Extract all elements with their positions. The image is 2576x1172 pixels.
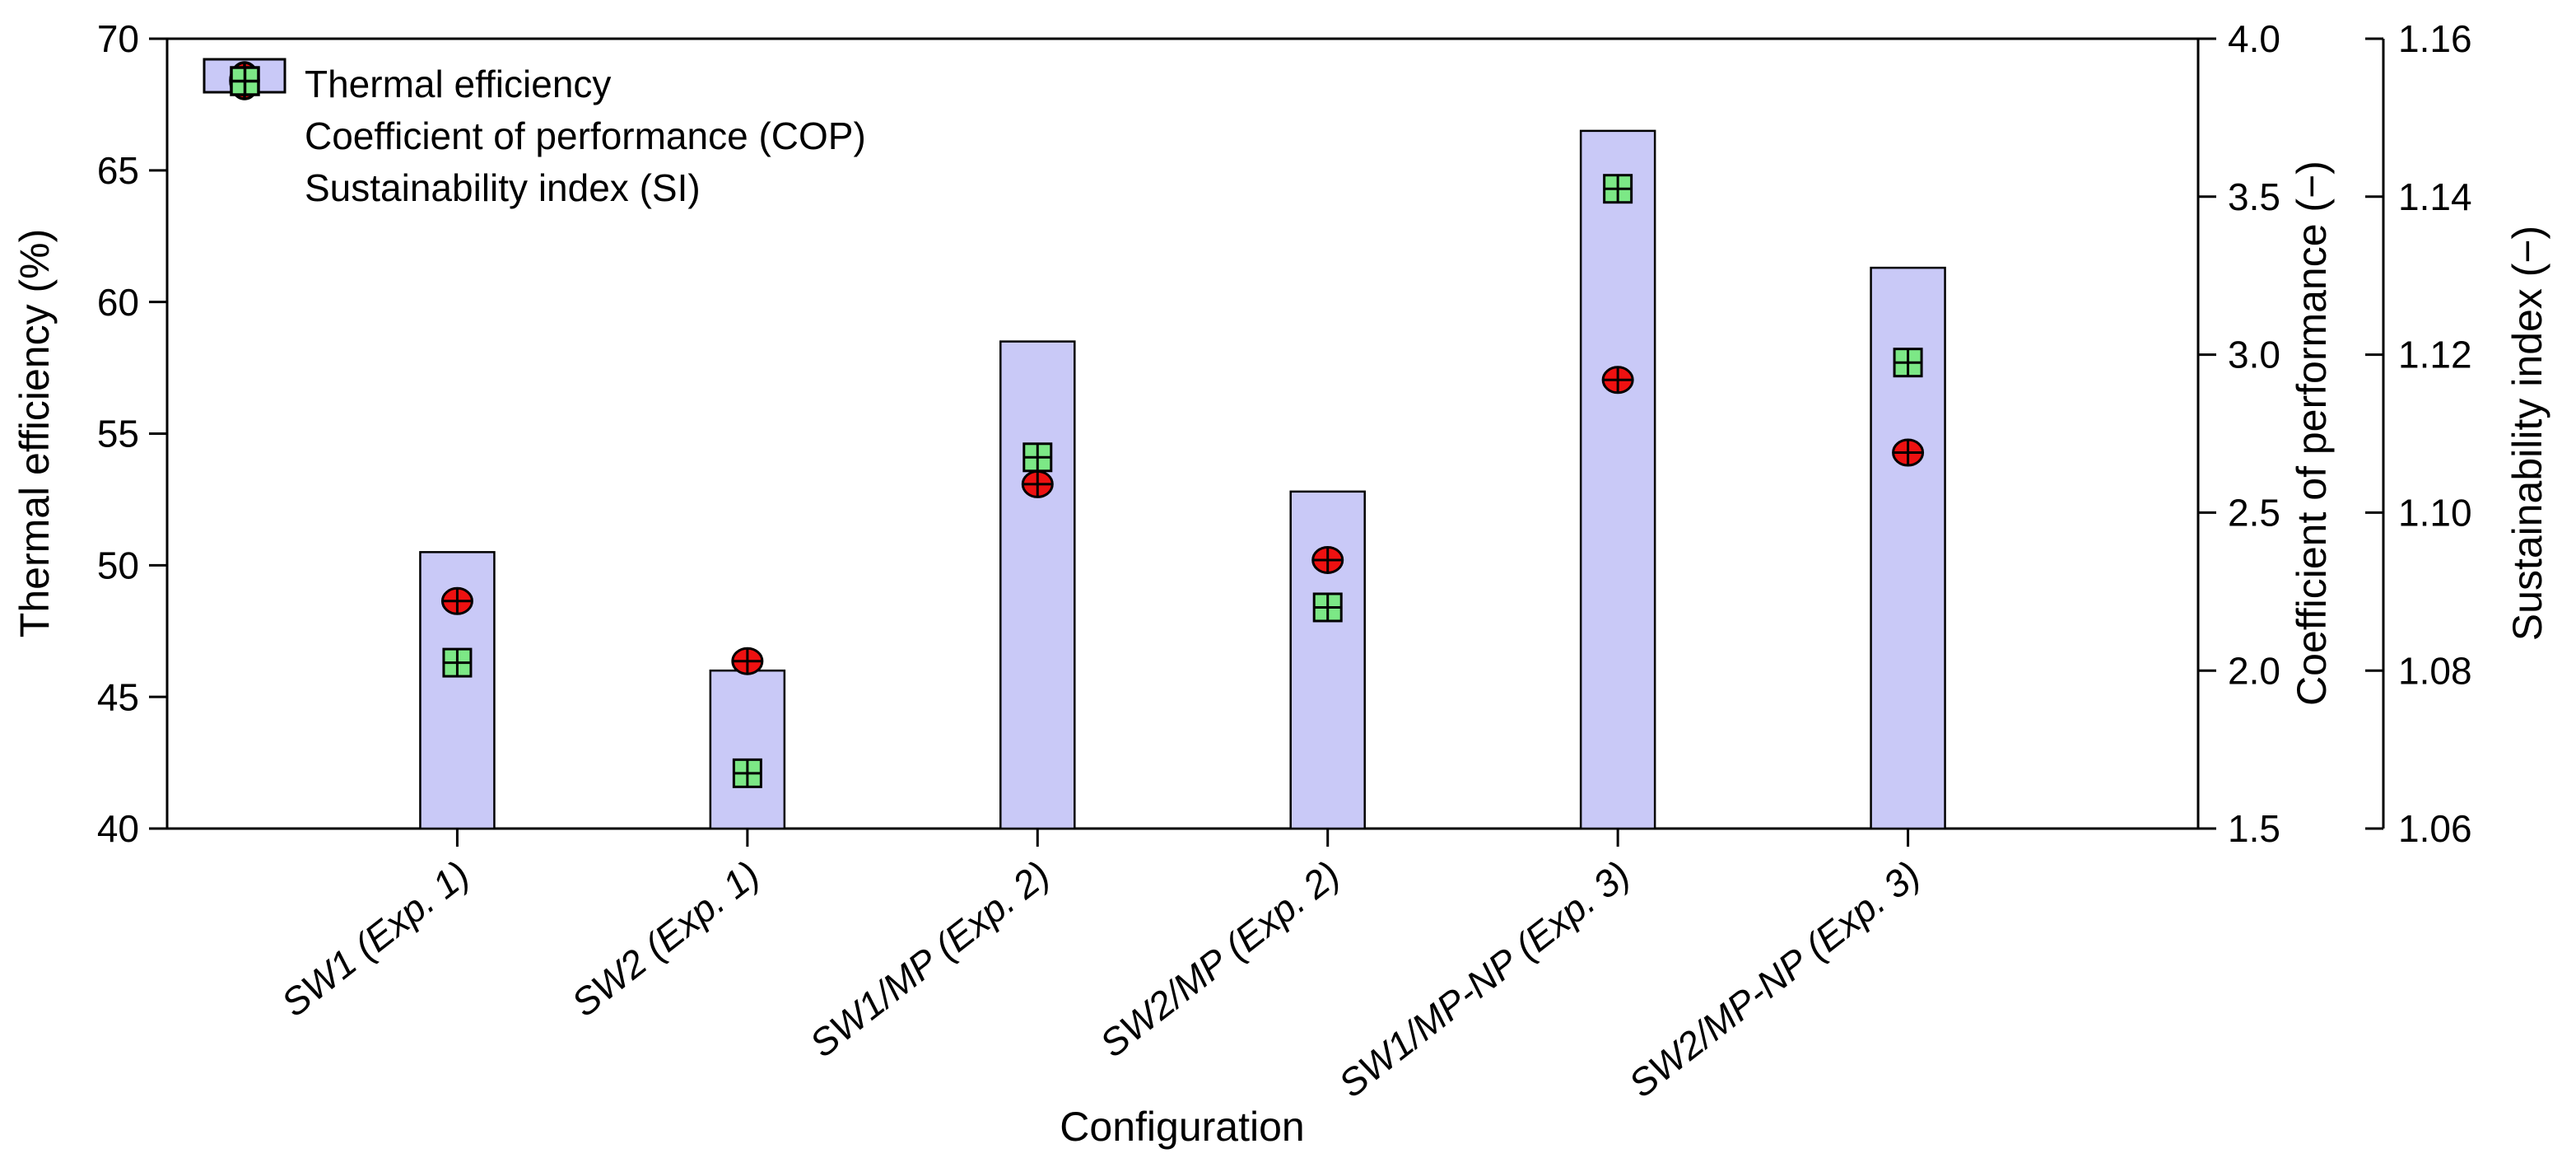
legend-label: Sustainability index (SI): [305, 166, 701, 209]
x-axis-category-label: SW2/MP (Exp. 2): [1092, 852, 1348, 1066]
left-axis-tick-label: 70: [97, 17, 139, 60]
si-axis-tick-label: 1.12: [2398, 334, 2472, 376]
x-axis-category-label: SW1 (Exp. 1): [273, 852, 477, 1025]
left-axis-tick-label: 55: [97, 413, 139, 455]
left-axis-tick-label: 45: [97, 675, 139, 718]
legend-item-thermal-efficiency: Thermal efficiency: [203, 58, 866, 110]
x-axis-category-label: SW2 (Exp. 1): [563, 852, 767, 1025]
legend: Thermal efficiency Coefficient of perfor…: [203, 58, 866, 213]
cop-axis-tick-label: 3.0: [2228, 334, 2280, 376]
thermal-efficiency-bar: [1289, 490, 1366, 830]
cop-axis-tick-label: 2.5: [2228, 492, 2280, 535]
x-axis-category-label: SW1/MP-NP (Exp. 3): [1330, 852, 1637, 1105]
legend-label: Coefficient of performance (COP): [305, 114, 866, 157]
si-axis-tick-label: 1.10: [2398, 492, 2472, 535]
si-axis-tick-label: 1.14: [2398, 175, 2472, 218]
y-axis-title-si: Sustainability index (−): [2504, 225, 2550, 642]
left-axis-tick-label: 60: [97, 281, 139, 324]
cop-axis-tick-label: 3.5: [2228, 175, 2280, 218]
y-axis-title-left: Thermal efficiency (%): [12, 228, 58, 638]
left-axis-tick-label: 40: [97, 807, 139, 850]
si-axis-tick-label: 1.16: [2398, 17, 2472, 60]
x-axis-category-label: SW2/MP-NP (Exp. 3): [1621, 852, 1928, 1105]
legend-label: Thermal efficiency: [305, 62, 612, 105]
legend-item-si: Sustainability index (SI): [203, 66, 866, 213]
cop-axis-tick-label: 4.0: [2228, 17, 2280, 60]
y-axis-title-cop: Coefficient of performance (−): [2289, 161, 2335, 706]
thermal-efficiency-bar: [709, 669, 786, 830]
cop-axis-tick-label: 2.0: [2228, 649, 2280, 692]
thermal-efficiency-bar: [1579, 129, 1656, 830]
si-axis-tick-label: 1.08: [2398, 649, 2472, 692]
si-axis-tick-label: 1.06: [2398, 807, 2472, 850]
legend-item-cop: Coefficient of performance (COP): [203, 61, 866, 161]
left-axis-tick-label: 50: [97, 544, 139, 586]
left-axis-tick-label: 65: [97, 149, 139, 192]
x-axis-title: Configuration: [1060, 1104, 1305, 1150]
x-axis-category-label: SW1/MP (Exp. 2): [802, 852, 1058, 1066]
cop-axis-tick-label: 1.5: [2228, 807, 2280, 850]
thermal-efficiency-bar: [999, 340, 1076, 830]
